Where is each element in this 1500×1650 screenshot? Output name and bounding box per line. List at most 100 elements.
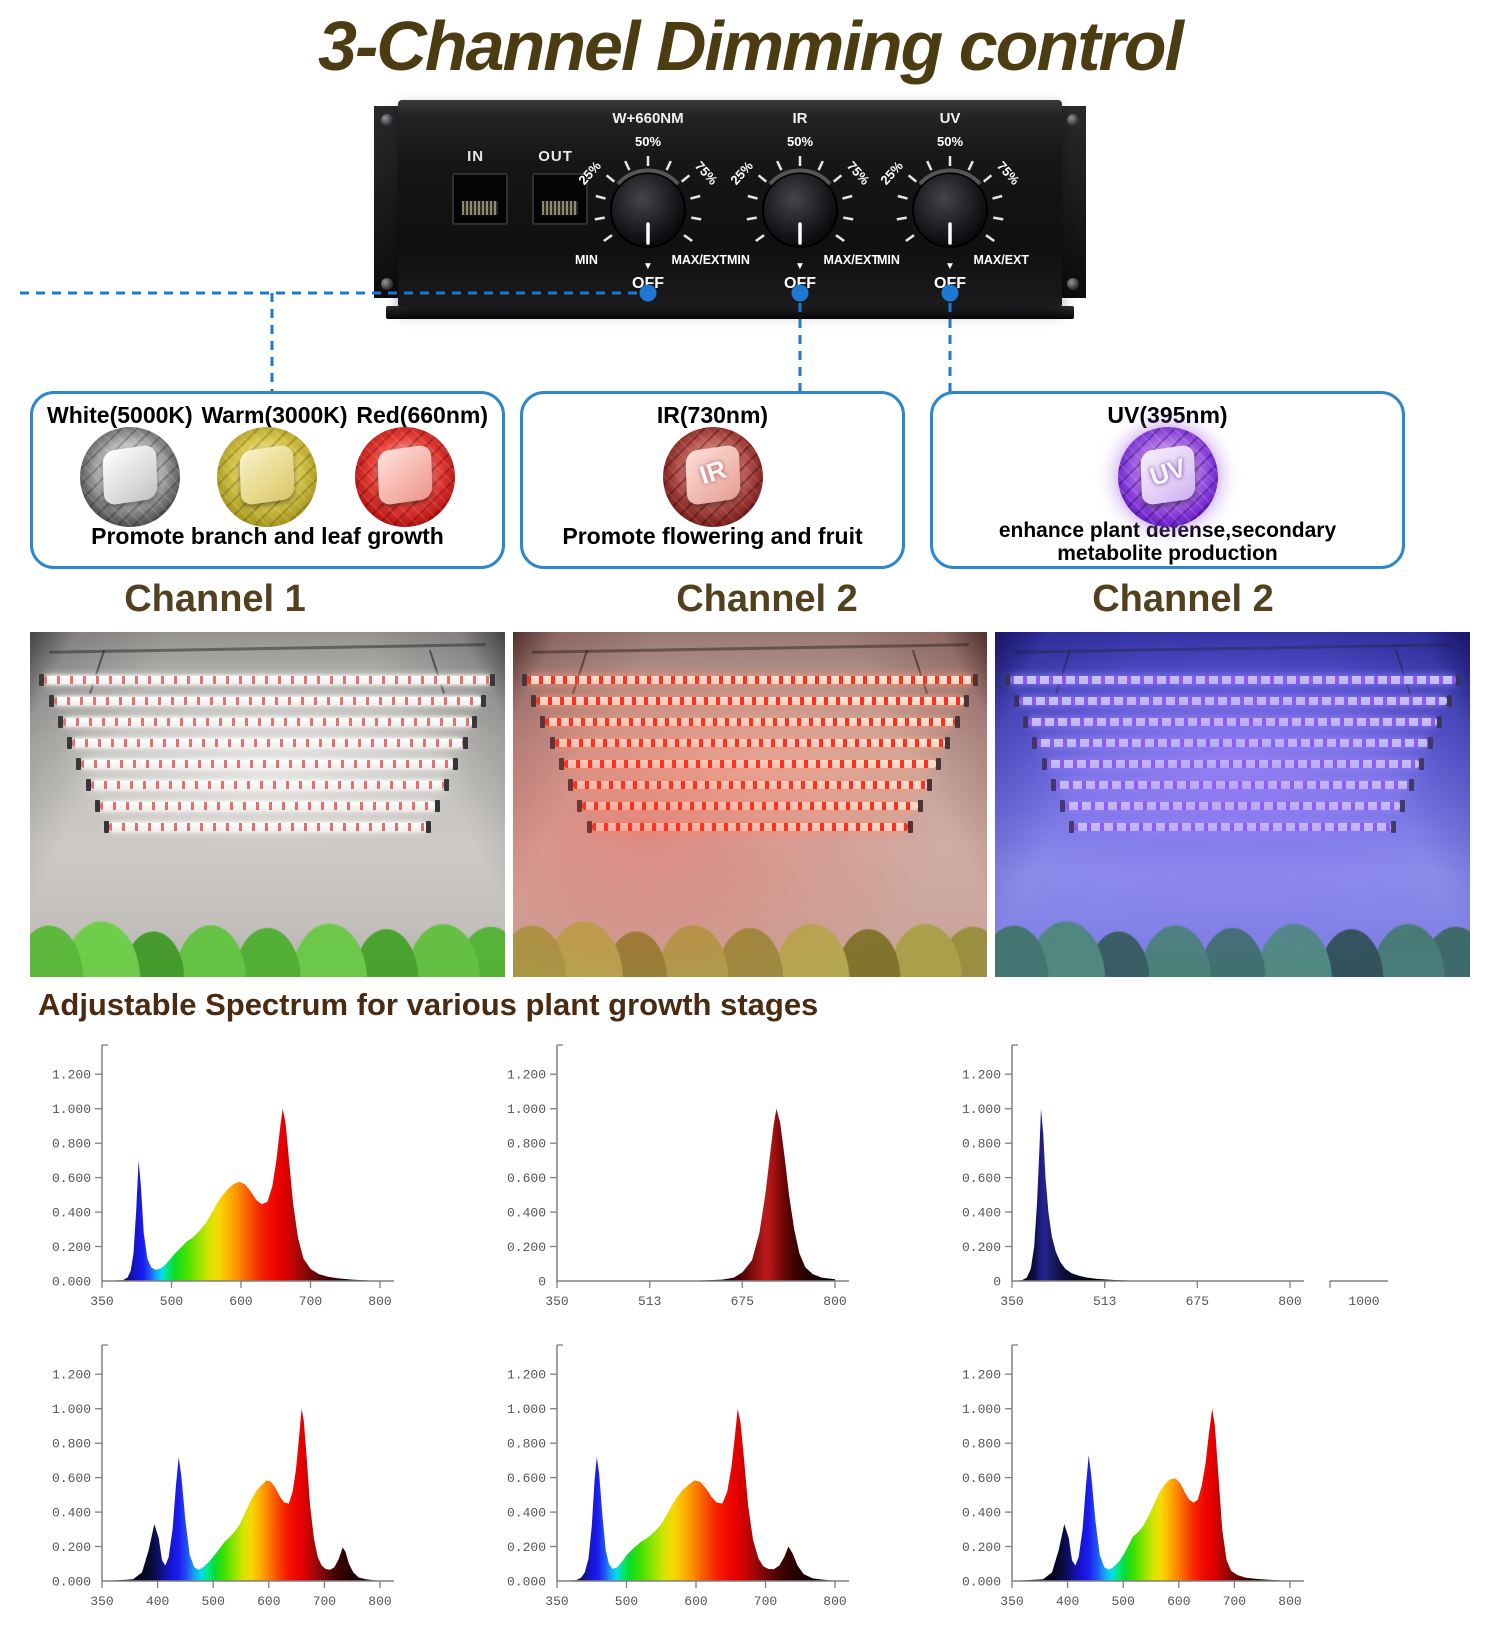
- led-bar: [1060, 800, 1406, 812]
- spectrum-charts: 0.200 0.400 0.600 0.800 1.000 1.200 0.000 350 50…: [0, 1027, 1500, 1627]
- led-bar: [521, 674, 979, 686]
- led-bar: [67, 737, 468, 749]
- svg-text:513: 513: [1093, 1294, 1116, 1309]
- svg-text:1000: 1000: [1348, 1294, 1379, 1309]
- svg-text:350: 350: [545, 1594, 568, 1609]
- svg-text:800: 800: [823, 1294, 846, 1309]
- svg-text:400: 400: [146, 1594, 169, 1609]
- svg-text:1.000: 1.000: [507, 1402, 546, 1417]
- svg-text:0.200: 0.200: [507, 1240, 546, 1255]
- led-bar: [76, 758, 459, 770]
- led-light-bars: [995, 674, 1470, 844]
- svg-text:50%: 50%: [787, 134, 813, 149]
- svg-text:1.200: 1.200: [962, 1368, 1001, 1383]
- led-die: [377, 444, 433, 506]
- svg-text:75%: 75%: [994, 158, 1023, 188]
- svg-text:0.400: 0.400: [962, 1506, 1001, 1521]
- svg-text:0.200: 0.200: [52, 1540, 91, 1555]
- svg-text:1.000: 1.000: [962, 1402, 1001, 1417]
- uv-led-chip-icon: UV: [1117, 427, 1218, 527]
- svg-text:0.000: 0.000: [962, 1575, 1001, 1590]
- channel-labels-row: Channel 1 Channel 2 Channel 2: [0, 576, 1500, 632]
- svg-text:MAX/EXT: MAX/EXT: [671, 253, 727, 267]
- svg-text:0.400: 0.400: [962, 1206, 1001, 1221]
- mounting-flange-left: [374, 106, 400, 298]
- spectrum-chart-ir: 0.200 0.400 0.600 0.800 1.000 1.200 0 350 513 675…: [485, 1027, 940, 1327]
- svg-text:MAX/EXT: MAX/EXT: [823, 253, 879, 267]
- plants: [30, 891, 505, 977]
- warm-led-chip-icon: [217, 427, 318, 527]
- svg-text:0.800: 0.800: [507, 1137, 546, 1152]
- svg-text:OFF: OFF: [632, 275, 664, 292]
- svg-text:0: 0: [538, 1275, 546, 1290]
- svg-text:800: 800: [368, 1594, 391, 1609]
- svg-text:800: 800: [823, 1594, 846, 1609]
- svg-text:675: 675: [731, 1294, 754, 1309]
- svg-text:0.400: 0.400: [52, 1206, 91, 1221]
- svg-text:600: 600: [684, 1594, 707, 1609]
- svg-text:350: 350: [545, 1294, 568, 1309]
- led-bar: [1004, 674, 1461, 686]
- grow-tent-photo-uv-light: [995, 632, 1471, 977]
- svg-text:1.200: 1.200: [52, 1368, 91, 1383]
- spectrum-heading: Adjustable Spectrum for various plant gr…: [38, 987, 819, 1022]
- svg-text:513: 513: [638, 1294, 661, 1309]
- svg-text:350: 350: [1000, 1294, 1023, 1309]
- led-bar: [1013, 695, 1452, 707]
- rj45-in-port: [452, 173, 508, 225]
- svg-text:1.200: 1.200: [507, 1068, 546, 1083]
- led-bar: [558, 758, 942, 770]
- svg-text:▼: ▼: [945, 261, 955, 272]
- feature-box-ir: IR(730nm) IR Promote flowering and fruit: [520, 391, 905, 569]
- svg-text:600: 600: [1167, 1594, 1190, 1609]
- svg-text:800: 800: [1278, 1594, 1301, 1609]
- grow-tent-photo-ir-light: [512, 632, 988, 977]
- svg-text:0.600: 0.600: [507, 1171, 546, 1186]
- led-bar: [104, 821, 431, 833]
- svg-text:0.200: 0.200: [962, 1540, 1001, 1555]
- led-bar: [549, 737, 950, 749]
- svg-text:0.400: 0.400: [507, 1506, 546, 1521]
- svg-text:MIN: MIN: [575, 253, 598, 267]
- svg-text:0.800: 0.800: [962, 1437, 1001, 1452]
- feature-description: Promote flowering and fruit: [562, 523, 863, 549]
- warm-chip-label: Warm(3000K): [201, 402, 348, 428]
- svg-text:▼: ▼: [643, 261, 653, 272]
- svg-text:800: 800: [368, 1294, 391, 1309]
- svg-text:500: 500: [201, 1594, 224, 1609]
- led-bar: [531, 695, 969, 707]
- port-in-label: IN: [467, 148, 485, 165]
- svg-text:50%: 50%: [635, 134, 661, 149]
- svg-text:0.800: 0.800: [507, 1437, 546, 1452]
- dimming-controller-device: IN OUT W+660NM 25% 50% 75%: [398, 100, 1062, 308]
- svg-text:MAX/EXT: MAX/EXT: [973, 253, 1029, 267]
- svg-text:0.600: 0.600: [962, 1471, 1001, 1486]
- svg-text:1.200: 1.200: [507, 1368, 546, 1383]
- knob-label-uv: UV: [939, 110, 961, 127]
- svg-text:0.800: 0.800: [52, 1137, 91, 1152]
- led-bar: [39, 674, 496, 686]
- screw-icon: [1067, 114, 1079, 126]
- led-bar: [57, 716, 478, 728]
- svg-text:1.000: 1.000: [52, 1402, 91, 1417]
- svg-text:0.600: 0.600: [962, 1171, 1001, 1186]
- svg-text:1.200: 1.200: [52, 1068, 91, 1083]
- svg-text:0.600: 0.600: [52, 1471, 91, 1486]
- spectrum-chart-full-ir: 0.200 0.400 0.600 0.800 1.000 1.200 0.000 350 50…: [485, 1327, 940, 1627]
- channel-3-label: Channel 2: [1092, 578, 1274, 620]
- grow-tent-photos: [0, 632, 1500, 977]
- svg-text:0.000: 0.000: [507, 1575, 546, 1590]
- led-bar: [1069, 821, 1396, 833]
- led-bar: [94, 800, 441, 812]
- led-bar: [85, 779, 449, 791]
- svg-text:0.400: 0.400: [507, 1206, 546, 1221]
- svg-text:800: 800: [1278, 1294, 1301, 1309]
- svg-text:700: 700: [313, 1594, 336, 1609]
- plants: [995, 891, 1471, 977]
- controller-section: IN OUT W+660NM 25% 50% 75%: [0, 96, 1500, 576]
- dimmer-knob-uv: 25% 50% 75% MIN MAX/EXT ▼ OFF: [865, 130, 1035, 306]
- led-bar: [1032, 737, 1433, 749]
- white-chip-label: White(5000K): [47, 402, 193, 428]
- svg-text:700: 700: [1223, 1594, 1246, 1609]
- led-light-bars: [30, 674, 505, 844]
